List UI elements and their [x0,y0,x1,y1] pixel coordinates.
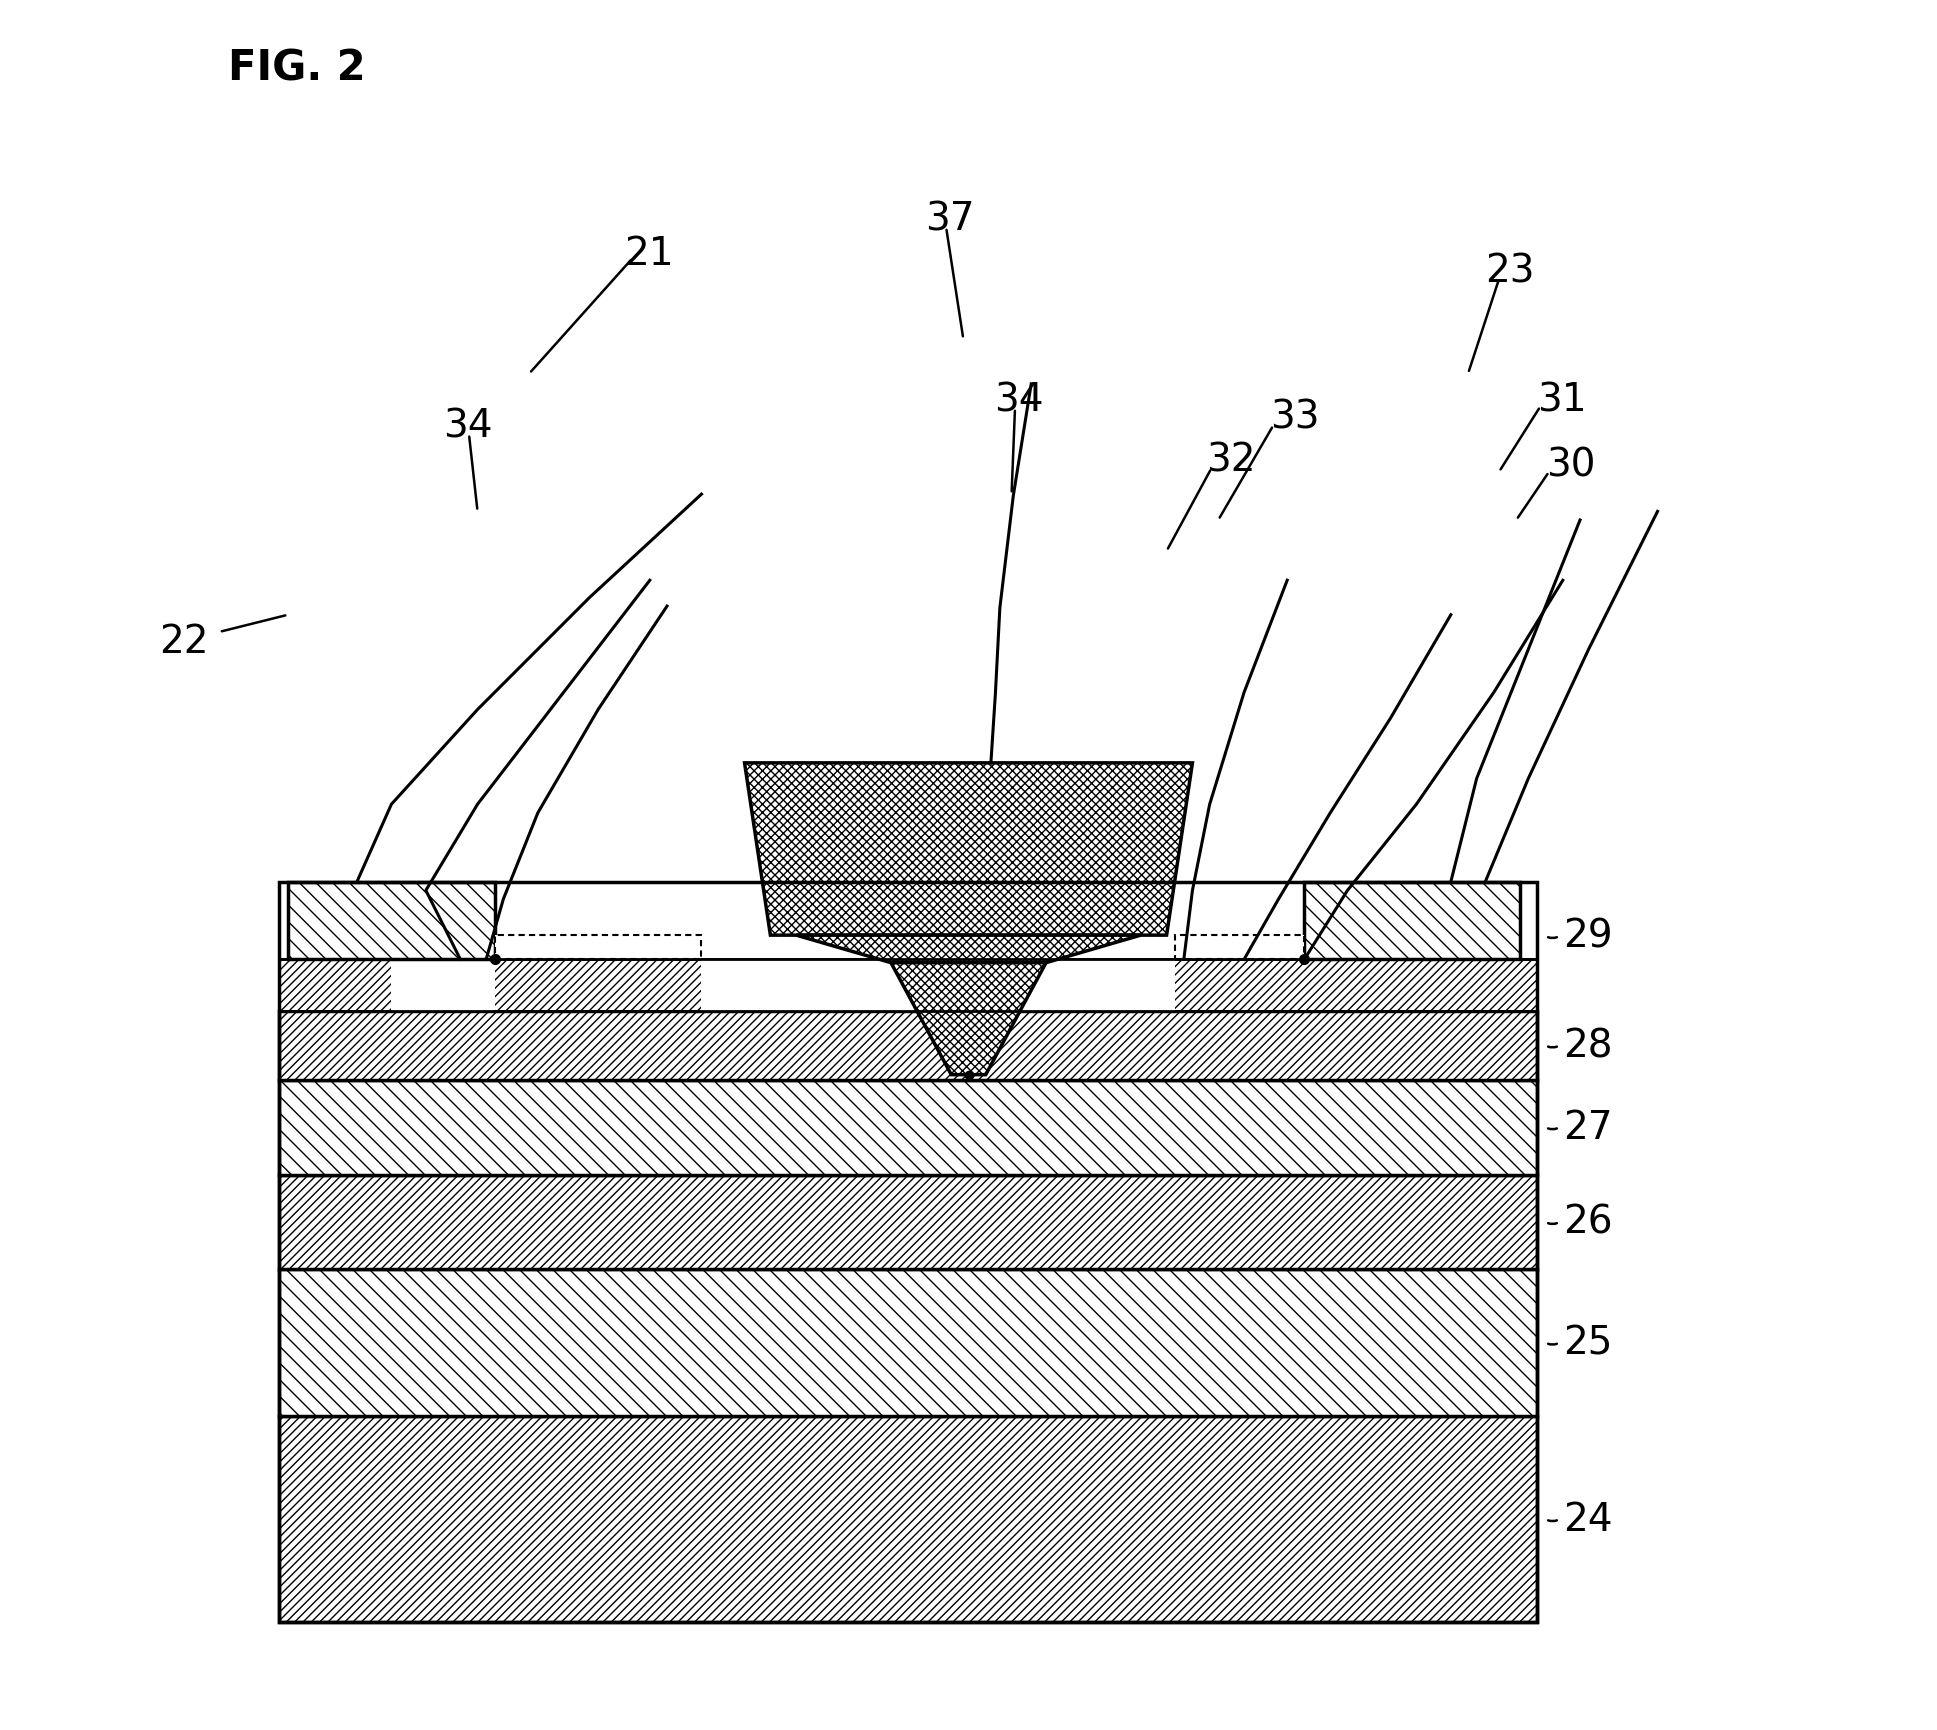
Text: 25: 25 [1563,1323,1612,1362]
Text: 28: 28 [1563,1028,1612,1064]
Text: 34: 34 [994,381,1044,419]
Text: 34: 34 [444,407,492,445]
Text: 33: 33 [1271,398,1319,436]
Polygon shape [796,936,1141,964]
Bar [701,960,1176,1012]
Text: 21: 21 [624,235,674,273]
Bar [279,882,1536,1623]
Bar [279,1080,1536,1175]
Text: 24: 24 [1563,1500,1612,1538]
Text: FIG. 2: FIG. 2 [229,47,366,90]
Bar [494,936,701,960]
Text: 30: 30 [1546,446,1594,484]
Bar [1176,936,1304,960]
Polygon shape [744,763,1193,936]
Bar [279,1012,1536,1080]
Bar [279,1270,1536,1415]
Bar [701,960,1176,1012]
Bar [279,1415,1536,1623]
Bar [279,1175,1536,1270]
Text: 27: 27 [1563,1109,1612,1147]
Text: 26: 26 [1563,1204,1612,1240]
Bar [391,960,494,1012]
Text: 29: 29 [1563,917,1612,955]
Bar [1304,882,1521,960]
Polygon shape [891,964,1046,1074]
Text: 37: 37 [926,201,974,239]
Bar [279,960,1536,1012]
Bar [289,882,494,960]
Text: 31: 31 [1536,381,1586,419]
Text: 32: 32 [1207,441,1255,479]
Text: 23: 23 [1486,253,1534,291]
Text: 22: 22 [159,623,209,661]
